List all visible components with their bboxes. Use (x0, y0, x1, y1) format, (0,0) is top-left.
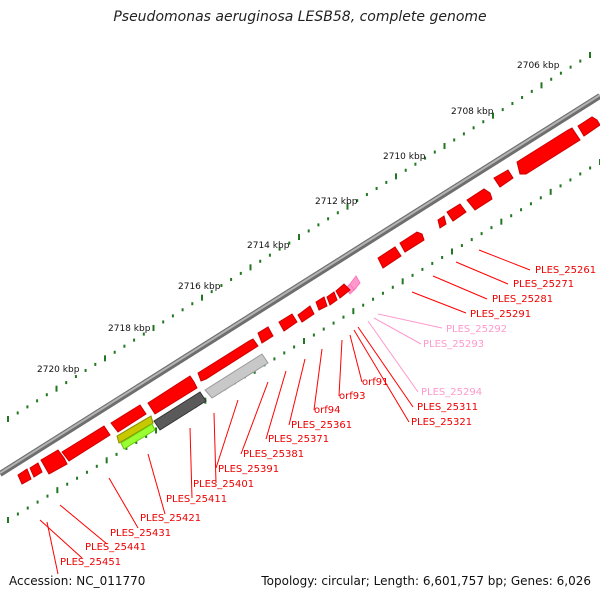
topology-text: Topology: circular; Length: 6,601,757 bp… (261, 574, 591, 588)
gene-feature[interactable] (493, 169, 514, 188)
gene-feature[interactable] (516, 127, 581, 175)
gene-feature[interactable] (326, 291, 338, 306)
gene-feature[interactable] (197, 338, 259, 382)
tick-label-2718: 2718 kbp (108, 324, 151, 334)
tick-label-2708: 2708 kbp (451, 107, 494, 117)
gene-feature[interactable] (466, 188, 493, 211)
gene-feature[interactable] (29, 462, 43, 478)
gene-feature[interactable] (278, 313, 298, 332)
gene-features (17, 116, 600, 485)
gene-label[interactable]: PLES_25401 (193, 479, 254, 490)
gene-label[interactable]: PLES_25391 (218, 464, 279, 475)
gene-feature[interactable] (349, 275, 361, 291)
gene-label[interactable]: PLES_25361 (291, 420, 352, 431)
gene-feature[interactable] (446, 203, 467, 222)
gene-label[interactable]: PLES_25411 (166, 494, 227, 505)
gene-label[interactable]: PLES_25291 (470, 309, 531, 320)
gene-label[interactable]: PLES_25421 (140, 513, 201, 524)
gene-feature[interactable] (257, 326, 274, 344)
gene-feature[interactable] (147, 375, 198, 415)
gene-feature[interactable] (335, 283, 351, 299)
gene-label[interactable]: PLES_25371 (268, 434, 329, 445)
gene-feature[interactable] (110, 404, 147, 433)
gene-feature[interactable] (437, 215, 447, 229)
tick-track-inner (7, 159, 600, 523)
gene-feature[interactable] (377, 246, 402, 269)
tick-label-2706: 2706 kbp (517, 61, 560, 71)
gene-feature-dark-grey[interactable] (153, 391, 207, 431)
tick-label-2714: 2714 kbp (247, 241, 290, 251)
gene-label[interactable]: PLES_25271 (513, 279, 574, 290)
gene-label[interactable]: PLES_25292 (446, 324, 507, 335)
tick-track-outer (7, 52, 591, 422)
gene-label[interactable]: orf93 (339, 391, 365, 402)
gene-feature[interactable] (315, 296, 328, 311)
gene-feature-yellow-green[interactable] (116, 415, 154, 444)
gene-label[interactable]: PLES_25293 (423, 339, 484, 350)
genome-title: Pseudomonas aeruginosa LESB58, complete … (113, 9, 487, 25)
scale-ticks: 2706 kbp 2708 kbp 2710 kbp 2712 kbp 2714… (37, 61, 560, 375)
gene-label[interactable]: PLES_25321 (411, 417, 472, 428)
gene-feature[interactable] (297, 305, 315, 323)
tick-label-2710: 2710 kbp (383, 152, 426, 162)
tick-label-2716: 2716 kbp (178, 282, 221, 292)
gene-label[interactable]: orf91 (362, 377, 388, 388)
genome-backbone (0, 93, 600, 477)
gene-feature[interactable] (577, 116, 600, 137)
gene-feature[interactable] (40, 449, 68, 475)
tick-label-2712: 2712 kbp (315, 197, 358, 207)
gene-feature-light-grey[interactable] (204, 353, 269, 399)
gene-label[interactable]: PLES_25294 (421, 387, 482, 398)
gene-feature[interactable] (61, 425, 111, 462)
gene-feature[interactable] (17, 468, 32, 485)
gene-feature-lime[interactable] (120, 423, 156, 450)
gene-feature[interactable] (399, 231, 425, 253)
gene-label[interactable]: PLES_25451 (60, 557, 121, 568)
gene-label[interactable]: PLES_25381 (243, 449, 304, 460)
gene-label[interactable]: PLES_25441 (85, 542, 146, 553)
tick-label-2720: 2720 kbp (37, 365, 80, 375)
gene-label[interactable]: PLES_25281 (492, 294, 553, 305)
gene-label[interactable]: PLES_25431 (110, 528, 171, 539)
label-leaders (39, 249, 531, 575)
gene-label[interactable]: orf94 (314, 405, 340, 416)
gene-label[interactable]: PLES_25261 (535, 265, 596, 276)
accession-text: Accession: NC_011770 (9, 574, 146, 588)
gene-labels: PLES_25261 PLES_25271 PLES_25281 PLES_25… (60, 265, 596, 568)
gene-label[interactable]: PLES_25311 (417, 402, 478, 413)
